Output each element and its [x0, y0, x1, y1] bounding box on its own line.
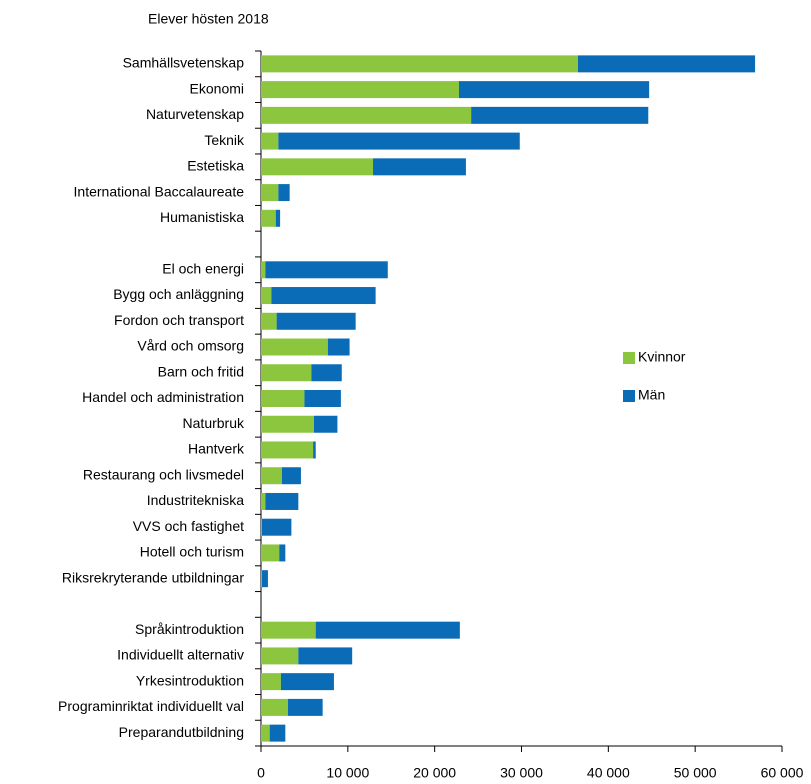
legend-label: Kvinnor	[638, 349, 686, 365]
y-tick-label: Humanistiska	[160, 209, 244, 225]
bar-segment	[261, 364, 312, 382]
bar-segment	[261, 647, 299, 665]
y-tick-label: Fordon och transport	[114, 312, 244, 328]
bar-segment	[261, 415, 314, 433]
legend-swatch	[623, 390, 635, 402]
bar-segment	[276, 312, 356, 330]
y-tick-label: Bygg och anläggning	[113, 286, 244, 302]
y-tick-label: El och energi	[162, 260, 244, 276]
bar-segment	[313, 415, 338, 433]
y-tick-label: Samhällsvetenskap	[123, 55, 245, 71]
bar-segment	[261, 132, 279, 150]
y-tick-label: Barn och fritid	[158, 363, 244, 379]
y-tick-label: VVS och fastighet	[133, 518, 244, 534]
bar-segment	[279, 544, 286, 562]
bar-segment	[458, 81, 650, 99]
bar-segment	[261, 544, 280, 562]
x-tick-label: 0	[257, 765, 265, 781]
y-tick-label: Hantverk	[188, 441, 245, 457]
y-tick-label: Individuellt alternativ	[117, 647, 244, 663]
y-tick-label: International Baccalaureate	[74, 183, 245, 199]
bar-segment	[278, 184, 290, 202]
x-tick-label: 40 000	[587, 765, 630, 781]
bar-segment	[269, 724, 286, 742]
bar-segment	[373, 158, 466, 176]
bar-segment	[471, 106, 649, 124]
bar-segment	[261, 724, 270, 742]
bar-segment	[261, 55, 578, 73]
bar-segment	[261, 570, 262, 588]
x-tick-label: 20 000	[413, 765, 456, 781]
bar-segment	[298, 647, 353, 665]
bar-segment	[261, 441, 314, 459]
bar-segment	[311, 364, 342, 382]
y-tick-label: Teknik	[204, 132, 245, 148]
legend-label: Män	[638, 387, 665, 403]
bar-segment	[261, 390, 305, 407]
bar-segment	[261, 158, 374, 176]
bar-segment	[261, 518, 262, 536]
x-tick-label: 60 000	[761, 765, 804, 781]
y-tick-label: Naturvetenskap	[146, 106, 244, 122]
bar-segment	[304, 390, 341, 407]
x-tick-label: 50 000	[674, 765, 717, 781]
y-tick-label: Hotell och turism	[140, 544, 244, 560]
bar-segment	[261, 81, 459, 99]
bar-segment	[275, 209, 281, 227]
bar-segment	[261, 467, 282, 485]
bar-segment	[313, 441, 316, 459]
bar-segment	[261, 673, 281, 691]
y-tick-label: Riksrekryterande utbildningar	[62, 569, 244, 585]
bar-segment	[281, 467, 301, 485]
y-tick-label: Språkintroduktion	[135, 621, 244, 637]
bar-segment	[265, 261, 388, 279]
bar-segment	[280, 673, 334, 691]
chart-title: Elever hösten 2018	[148, 11, 269, 27]
bar-segment	[261, 287, 272, 305]
y-tick-label: Yrkesintroduktion	[136, 672, 244, 688]
bar-segment	[261, 570, 268, 588]
legend-swatch	[623, 352, 635, 364]
bar-segment	[261, 518, 292, 536]
y-tick-label: Preparandutbildning	[119, 724, 244, 740]
bar-segment	[265, 492, 299, 510]
bar-segment	[261, 621, 316, 639]
bar-segment	[287, 698, 323, 716]
y-tick-label: Handel och administration	[82, 389, 244, 405]
bar-segment	[261, 338, 328, 356]
bar-segment	[261, 209, 276, 227]
x-tick-label: 30 000	[500, 765, 543, 781]
y-tick-label: Ekonomi	[190, 80, 244, 96]
bar-segment	[261, 184, 279, 202]
bar-segment	[261, 261, 266, 279]
bar-segment	[261, 492, 266, 510]
y-tick-label: Estetiska	[187, 158, 244, 174]
y-tick-label: Programinriktat individuellt val	[58, 698, 244, 714]
bar-segment	[327, 338, 350, 356]
y-tick-label: Industritekniska	[147, 492, 244, 508]
bar-segment	[261, 106, 472, 124]
x-tick-label: 10 000	[326, 765, 369, 781]
y-tick-label: Restaurang och livsmedel	[83, 466, 244, 482]
bar-segment	[315, 621, 460, 639]
bar-segment	[261, 312, 277, 330]
bar-segment	[577, 55, 756, 73]
bar-segment	[278, 132, 520, 150]
y-tick-label: Naturbruk	[183, 415, 245, 431]
bar-segment	[261, 698, 288, 716]
bar-segment	[271, 287, 376, 305]
y-tick-label: Vård och omsorg	[137, 338, 244, 354]
